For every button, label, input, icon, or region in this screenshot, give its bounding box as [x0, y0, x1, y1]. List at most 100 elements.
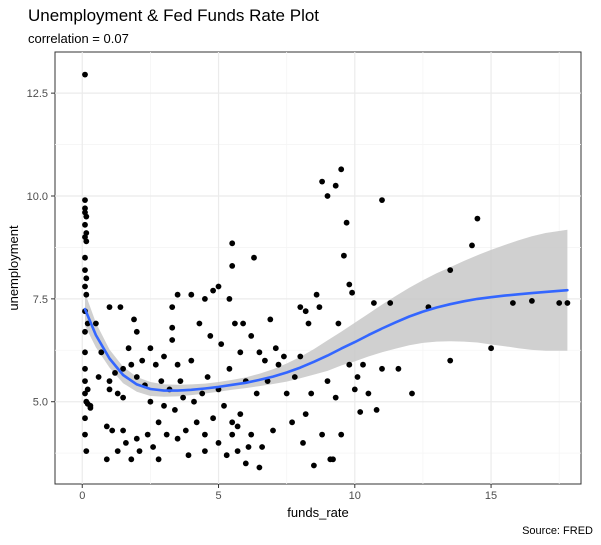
data-point — [343, 219, 350, 226]
data-point — [84, 386, 91, 393]
data-point — [133, 435, 140, 442]
data-point — [264, 378, 271, 384]
data-point — [169, 324, 176, 331]
data-point — [313, 291, 320, 298]
x-tick-label: 15 — [485, 490, 497, 502]
data-point — [240, 320, 247, 327]
data-point — [349, 289, 355, 296]
confidence-ribbon — [85, 229, 568, 397]
data-point — [215, 283, 222, 290]
data-point — [82, 197, 88, 204]
data-point — [251, 254, 257, 261]
data-point — [83, 291, 90, 298]
data-point — [199, 390, 206, 397]
data-point — [128, 456, 135, 463]
chart-title: Unemployment & Fed Funds Rate Plot — [28, 6, 320, 25]
data-point — [106, 386, 113, 393]
data-point — [256, 349, 263, 356]
y-tick-label: 5.0 — [33, 397, 48, 409]
data-point — [82, 431, 88, 438]
data-point — [210, 415, 217, 422]
data-point — [174, 361, 181, 368]
data-point — [147, 345, 154, 352]
x-tick-label: 10 — [349, 490, 361, 502]
data-point — [109, 427, 116, 434]
data-points — [82, 71, 571, 471]
data-point — [133, 328, 140, 335]
data-point — [300, 440, 306, 446]
data-point — [316, 304, 323, 310]
data-point — [379, 197, 385, 204]
data-point — [510, 300, 516, 306]
data-point — [120, 427, 126, 434]
data-point — [136, 448, 143, 454]
data-point — [188, 291, 195, 298]
data-point — [308, 390, 315, 397]
data-point — [297, 304, 304, 310]
data-point — [324, 378, 331, 384]
data-point — [147, 398, 154, 405]
x-axis-title: funds_rate — [287, 505, 348, 520]
data-point — [242, 460, 249, 467]
data-point — [174, 291, 181, 298]
data-point — [155, 456, 162, 463]
data-point — [82, 71, 88, 78]
data-point — [283, 390, 290, 397]
data-point — [82, 328, 88, 335]
data-point — [174, 435, 181, 442]
data-point — [332, 394, 339, 401]
data-point — [232, 320, 238, 327]
y-tick-label: 7.5 — [33, 294, 48, 306]
data-point — [128, 361, 135, 368]
axis-ticks: 0 5 10 15 5.0 7.5 10.0 12.5 — [27, 88, 498, 502]
data-point — [155, 419, 162, 426]
data-point — [172, 407, 178, 413]
data-point — [556, 300, 563, 306]
data-point — [272, 345, 279, 352]
data-point — [163, 431, 170, 438]
data-point — [373, 407, 380, 413]
data-point — [248, 333, 255, 339]
y-axis-title: unemployment — [6, 225, 21, 311]
data-point — [133, 374, 140, 380]
data-point — [346, 281, 353, 288]
data-point — [297, 353, 304, 360]
data-point — [275, 361, 282, 368]
data-point — [82, 378, 88, 384]
data-point — [161, 353, 167, 360]
data-point — [95, 374, 102, 380]
data-point — [82, 365, 88, 372]
data-point — [144, 431, 151, 438]
data-point — [202, 296, 208, 302]
data-point — [330, 456, 336, 463]
data-point — [152, 361, 159, 368]
data-point — [82, 254, 88, 261]
data-point — [106, 304, 113, 310]
data-point — [131, 316, 137, 323]
data-point — [150, 444, 157, 450]
data-point — [185, 452, 192, 459]
data-point — [488, 345, 494, 352]
data-point — [267, 316, 274, 323]
data-point — [98, 349, 105, 356]
data-point — [291, 374, 298, 380]
data-point — [191, 398, 197, 405]
data-point — [114, 390, 121, 397]
data-point — [169, 304, 176, 310]
data-point — [87, 405, 94, 411]
data-point — [289, 419, 295, 426]
data-point — [226, 296, 233, 302]
y-tick-label: 12.5 — [27, 88, 48, 100]
data-point — [117, 304, 124, 310]
data-point — [82, 267, 88, 273]
data-point — [125, 345, 132, 352]
data-point — [256, 464, 263, 471]
data-point — [341, 252, 347, 259]
data-point — [234, 423, 241, 430]
data-point — [82, 349, 88, 356]
data-point — [474, 215, 481, 222]
data-point — [215, 440, 222, 446]
loess-line — [83, 288, 569, 392]
data-point — [210, 287, 217, 294]
data-point — [469, 242, 475, 249]
